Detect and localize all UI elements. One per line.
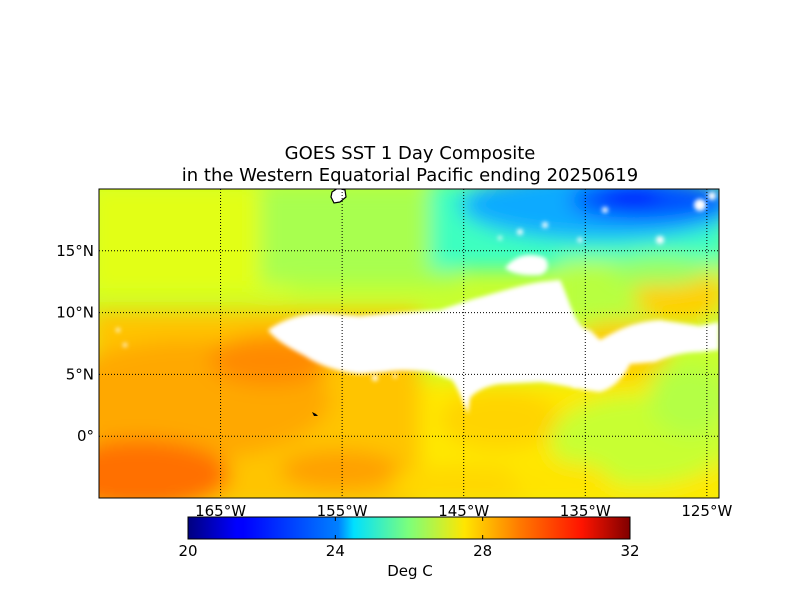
longitude-labels: 165°W 155°W 145°W 135°W 125°W: [195, 502, 732, 520]
sst-field: [99, 189, 719, 498]
lat-label-2: 5°N: [66, 365, 94, 383]
lon-label-3: 135°W: [560, 502, 611, 520]
colorbar-tick-label-2: 28: [473, 542, 492, 560]
chart-title-line1: GOES SST 1 Day Composite: [284, 143, 536, 164]
colorbar-scale: [188, 517, 630, 539]
colorbar-ticks: 20 24 28 32: [178, 517, 640, 560]
lon-label-2: 145°W: [438, 502, 489, 520]
lat-label-1: 10°N: [56, 304, 94, 322]
lon-label-4: 125°W: [681, 502, 732, 520]
lat-label-3: 0°: [77, 427, 94, 445]
map-gridlines: [99, 189, 719, 498]
lat-label-0: 15°N: [56, 242, 94, 260]
lon-label-1: 155°W: [317, 502, 368, 520]
chart-title-line2: in the Western Equatorial Pacific ending…: [181, 165, 639, 186]
colorbar-frame: [187, 516, 631, 540]
colorbar-tick-label-1: 24: [326, 542, 345, 560]
island-small: [312, 412, 318, 416]
cloud-mask: [268, 255, 719, 414]
map-frame: [98, 188, 720, 499]
colorbar-tick-label-0: 20: [178, 542, 197, 560]
latitude-labels: 15°N 10°N 5°N 0°: [56, 242, 94, 445]
colorbar-label: Deg C: [387, 562, 433, 580]
colorbar-tick-label-3: 32: [620, 542, 639, 560]
lon-label-0: 165°W: [195, 502, 246, 520]
